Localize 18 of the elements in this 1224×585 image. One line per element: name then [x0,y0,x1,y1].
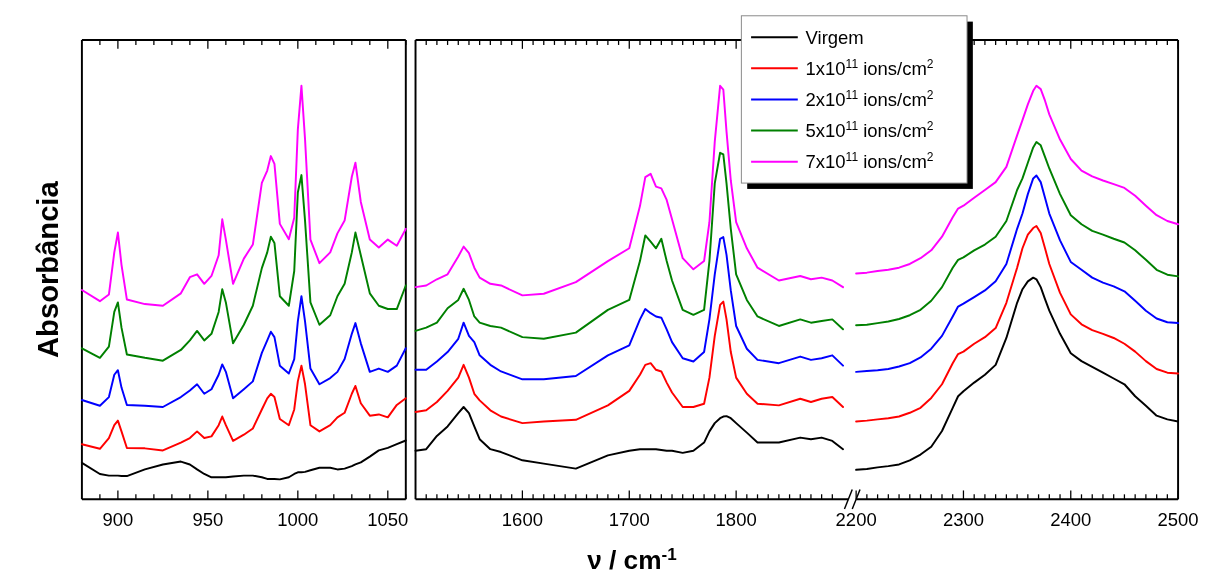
x-tick-label: 2400 [1050,509,1092,531]
x-tick-label: 900 [102,509,134,531]
legend-label: 5x10$^{11}$ ions/cm$^{2}$ [805,119,934,142]
x-axis-title: ν / cm$^{-1}$ [587,544,678,576]
x-tick-label: 2500 [1157,509,1199,531]
x-tick-label: 2200 [835,509,877,531]
x-tick-label: 1050 [367,509,409,531]
y-axis-title: Absorbância [31,180,64,358]
x-tick-label: 1800 [715,509,757,531]
legend-label: 7x10$^{11}$ ions/cm$^{2}$ [805,150,934,173]
legend-label: Virgem [805,26,864,48]
x-tick-label: 2300 [942,509,984,531]
x-tick-label: 1700 [608,509,650,531]
x-tick-label: 1000 [277,509,319,531]
x-tick-label: 950 [192,509,224,531]
x-tick-label: 1600 [501,509,543,531]
legend-label: 1x10$^{11}$ ions/cm$^{2}$ [805,57,934,80]
legend-label: 2x10$^{11}$ ions/cm$^{2}$ [805,88,934,111]
